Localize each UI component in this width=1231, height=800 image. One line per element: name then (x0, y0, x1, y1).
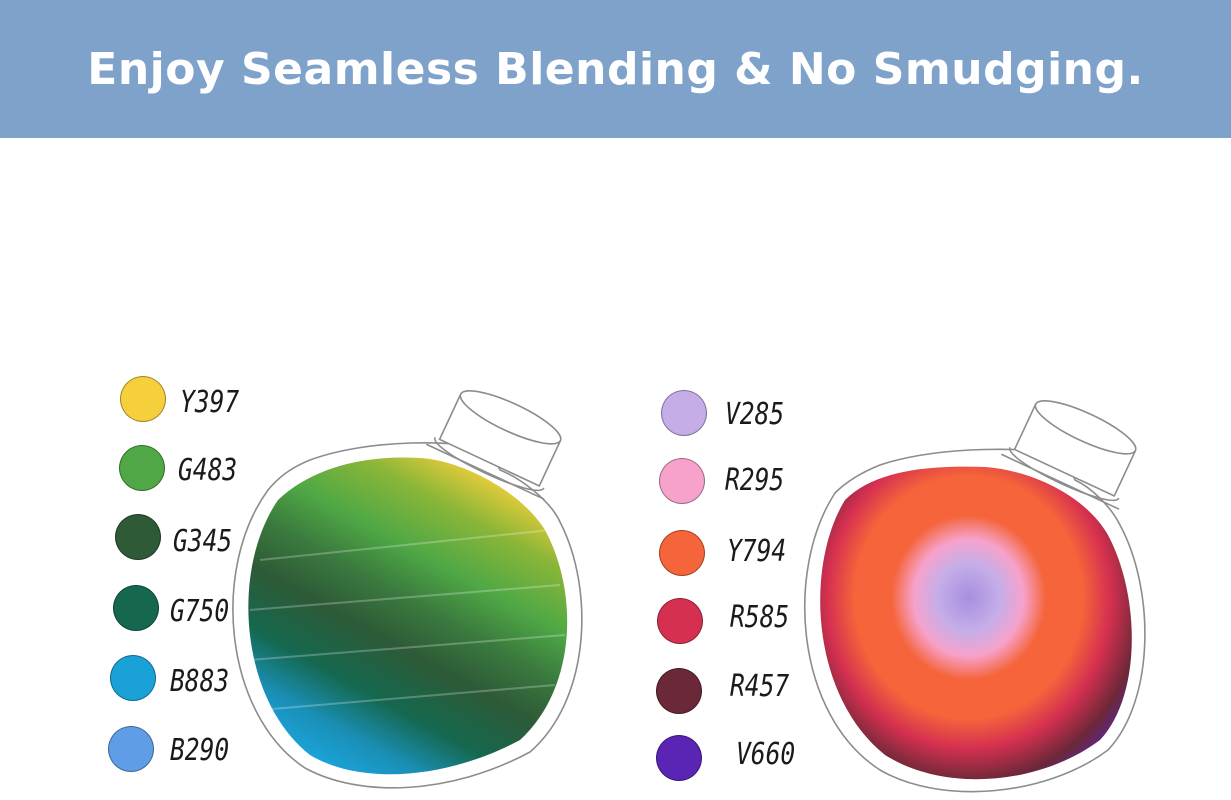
swatch-label-g345: G345 (173, 524, 233, 559)
left-jar-streaks (249, 529, 566, 711)
banner-title: Enjoy Seamless Blending & No Smudging. (87, 43, 1144, 95)
swatch-v660 (656, 735, 702, 781)
swatch-g483 (119, 445, 165, 491)
header-banner: Enjoy Seamless Blending & No Smudging. (0, 0, 1231, 138)
left-jar-ink (248, 457, 568, 775)
right-jar-cap (1000, 400, 1137, 510)
swatch-label-g483: G483 (178, 453, 238, 488)
swatch-r295 (659, 458, 705, 504)
swatch-b883 (110, 655, 156, 701)
left-jar-illustration (232, 390, 583, 789)
swatch-label-b883: B883 (170, 664, 230, 699)
left-jar-cap (425, 390, 562, 500)
swatch-label-b290: B290 (170, 733, 230, 768)
right-jar-illustration (804, 400, 1146, 793)
swatch-label-v660: V660 (736, 737, 796, 772)
swatch-label-y794: Y794 (727, 534, 787, 569)
swatch-y397 (120, 376, 166, 422)
swatch-b290 (108, 726, 154, 772)
swatch-label-v285: V285 (725, 397, 785, 432)
right-jar-ink (820, 466, 1132, 780)
swatch-label-r457: R457 (730, 669, 790, 704)
swatch-g750 (113, 585, 159, 631)
swatch-label-r295: R295 (725, 463, 785, 498)
swatch-g345 (115, 514, 161, 560)
swatch-y794 (659, 530, 705, 576)
swatch-r457 (656, 668, 702, 714)
swatch-label-y397: Y397 (180, 385, 240, 420)
swatch-label-g750: G750 (170, 594, 230, 629)
swatch-v285 (661, 390, 707, 436)
swatch-r585 (657, 598, 703, 644)
swatch-label-r585: R585 (730, 600, 790, 635)
